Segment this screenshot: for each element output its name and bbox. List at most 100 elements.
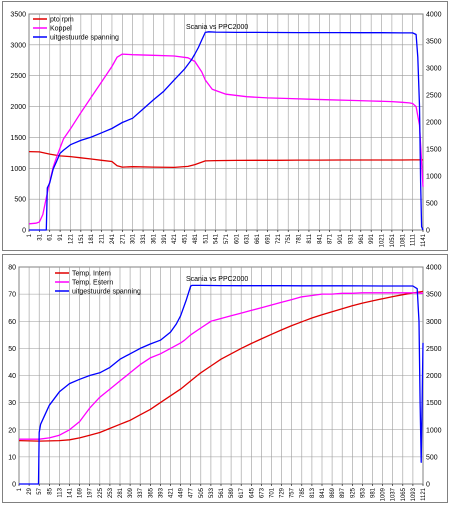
x-tick-label: 757: [290, 487, 296, 498]
x-tick-label: 841: [320, 487, 326, 498]
x-tick-label: 601: [234, 233, 240, 244]
y-left-tick-label: 50: [8, 346, 16, 353]
y-left-tick-label: 3000: [10, 42, 26, 49]
x-tick-label: 1121: [421, 487, 427, 501]
x-tick-label: 1081: [400, 233, 406, 247]
y-right-tick-label: 3000: [426, 66, 442, 73]
x-tick-label: 451: [183, 233, 189, 244]
y-right-tick-label: 1500: [426, 400, 442, 407]
x-tick-label: 691: [265, 233, 271, 244]
x-tick-label: 29: [27, 487, 33, 494]
x-tick-label: 1141: [421, 233, 427, 247]
x-tick-label: 253: [108, 487, 114, 498]
x-tick-label: 121: [68, 233, 74, 244]
series-line-0: [28, 150, 423, 169]
x-tick-label: 241: [110, 233, 116, 244]
legend-entry: uitgestuurde spanning: [72, 289, 141, 296]
x-tick-label: 421: [169, 487, 175, 498]
y-left-tick-label: 2000: [10, 104, 26, 111]
legend: Temp. Intern Temp. Estern uitgestuurde spa…: [55, 271, 141, 296]
x-tick-label: 673: [259, 487, 265, 498]
x-tick-label: 841: [317, 233, 323, 244]
y-right-tick-label: 3000: [426, 319, 442, 326]
x-tick-label: 337: [138, 487, 144, 498]
y-right-tick-label: 2500: [426, 93, 442, 100]
x-tick-label: 785: [300, 487, 306, 498]
y-left-tick-label: 2500: [10, 73, 26, 80]
x-tick-label: 511: [203, 233, 209, 243]
x-tick-label: 533: [209, 487, 215, 498]
x-tick-label: 991: [369, 233, 375, 244]
x-tick-label: 169: [78, 487, 84, 498]
y-right-tick-label: 3500: [426, 292, 442, 299]
x-tick-label: 141: [68, 487, 74, 498]
legend-entry: Temp. Estern: [72, 280, 113, 287]
x-tick-label: 361: [151, 233, 157, 244]
x-tick-label: 661: [255, 233, 261, 244]
chart-top: 0 500 1000 1500 2000 2500 3000 3500 0 500 1000 1500…: [10, 12, 442, 248]
x-tick-label: 953: [360, 487, 366, 498]
chart-panel-bottom: 0 10 20 30 40 50 60 70 80 0 500 1000 1500 2000 2500 300…: [2, 254, 448, 503]
x-tick-label: 113: [57, 487, 63, 497]
series-line-1: [28, 53, 424, 225]
chart-bottom: 0 10 20 30 40 50 60 70 80 0 500 1000 1500 2000 2500 300…: [8, 265, 442, 502]
x-tick-label: 589: [229, 487, 235, 498]
x-tick-label: 901: [338, 233, 344, 244]
y-left-tick-label: 0: [22, 228, 26, 235]
legend-entry: Temp. Intern: [72, 271, 111, 278]
x-tick-label: 701: [270, 487, 276, 498]
x-tick-label: 481: [193, 233, 199, 244]
y-right-tick-label: 4000: [426, 12, 442, 19]
x-tick-label: 393: [158, 487, 164, 498]
x-tick-label: 811: [307, 233, 313, 243]
x-tick-label: 477: [189, 487, 195, 498]
y-right-tick-label: 2500: [426, 346, 442, 353]
y-right-tick-label: 0: [426, 228, 430, 235]
x-tick-label: 1065: [401, 487, 407, 501]
x-tick-label: 897: [340, 487, 346, 498]
x-tick-label: 1111: [411, 233, 417, 246]
y-left-tick-label: 80: [8, 265, 16, 272]
x-tick-label: 729: [280, 487, 286, 498]
x-tick-label: 1: [17, 487, 23, 491]
x-tick-label: 271: [120, 233, 126, 244]
x-tick-label: 571: [224, 233, 230, 244]
x-tick-label: 1: [27, 233, 33, 237]
x-tick-label: 181: [89, 233, 95, 244]
series-line-1: [19, 292, 424, 440]
x-tick-label: 197: [88, 487, 94, 498]
legend-entry: pto rpm: [50, 17, 74, 24]
x-tick-label: 1037: [391, 487, 397, 501]
series-line-2: [29, 31, 424, 231]
x-tick-label: 813: [310, 487, 316, 498]
x-tick-label: 1051: [390, 233, 396, 247]
y-left-tick-label: 40: [8, 373, 16, 380]
x-tick-label: 211: [100, 233, 106, 243]
x-tick-label: 31: [37, 233, 43, 240]
x-tick-label: 365: [148, 487, 154, 498]
x-tick-label: 225: [98, 487, 104, 498]
y-right-tick-label: 500: [426, 454, 438, 461]
chart-panel-top: 0 500 1000 1500 2000 2500 3000 3500 0 500 1000 1500…: [2, 1, 448, 251]
y-right-tick-label: 1000: [426, 427, 442, 434]
x-tick-label: 449: [179, 487, 185, 498]
x-tick-label: 561: [219, 487, 225, 498]
x-tick-label: 85: [47, 487, 53, 494]
y-left-tick-label: 500: [14, 197, 26, 204]
y-right-tick-label: 1500: [426, 147, 442, 154]
x-tick-label: 505: [199, 487, 205, 498]
series-line-2: [19, 284, 424, 485]
legend-entry: uitgestuurde spanning: [50, 35, 119, 42]
y-right-tick-label: 0: [426, 482, 430, 489]
x-tick-label: 871: [328, 233, 334, 244]
x-tick-label: 421: [172, 233, 178, 244]
x-tick-label: 981: [371, 487, 377, 498]
y-left-tick-label: 3500: [10, 12, 26, 19]
x-tick-label: 869: [330, 487, 336, 498]
y-right-tick-label: 4000: [426, 265, 442, 272]
y-right-tick-label: 2000: [426, 120, 442, 127]
x-tick-label: 331: [141, 233, 147, 244]
x-tick-label: 91: [58, 233, 64, 240]
x-tick-label: 631: [245, 233, 251, 244]
x-tick-label: 751: [286, 233, 292, 244]
